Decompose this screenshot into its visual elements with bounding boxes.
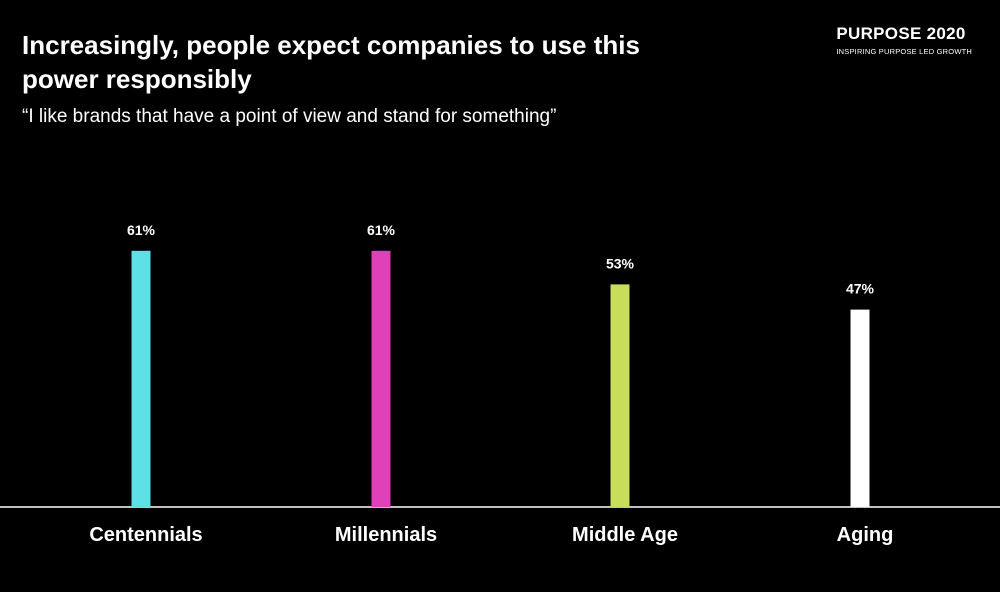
bar-aging — [850, 309, 870, 507]
chart-subtitle: “I like brands that have a point of view… — [22, 106, 557, 127]
brand-tagline: INSPIRING PURPOSE LED GROWTH — [836, 47, 972, 56]
category-label-aging: Aging — [837, 524, 894, 546]
brand-name: PURPOSE 2020 — [836, 24, 966, 43]
brand-logo: PURPOSE 2020 INSPIRING PURPOSE LED GROWT… — [836, 24, 972, 56]
category-label-middle-age: Middle Age — [572, 524, 678, 546]
data-label-middle-age: 53% — [606, 255, 635, 271]
bar-millennials — [371, 250, 391, 508]
data-label-centennials: 61% — [127, 222, 156, 238]
bars-group: 61% Centennials 61% Millennials 53% Middle Ag… — [89, 222, 893, 546]
data-label-aging: 47% — [846, 281, 875, 297]
bar-centennials — [131, 250, 151, 508]
category-label-centennials: Centennials — [89, 524, 202, 546]
data-label-millennials: 61% — [367, 222, 396, 238]
category-label-millennials: Millennials — [335, 524, 437, 546]
chart-title: Increasingly, people expect companies to… — [22, 30, 640, 94]
bar-middle-age — [610, 284, 630, 507]
